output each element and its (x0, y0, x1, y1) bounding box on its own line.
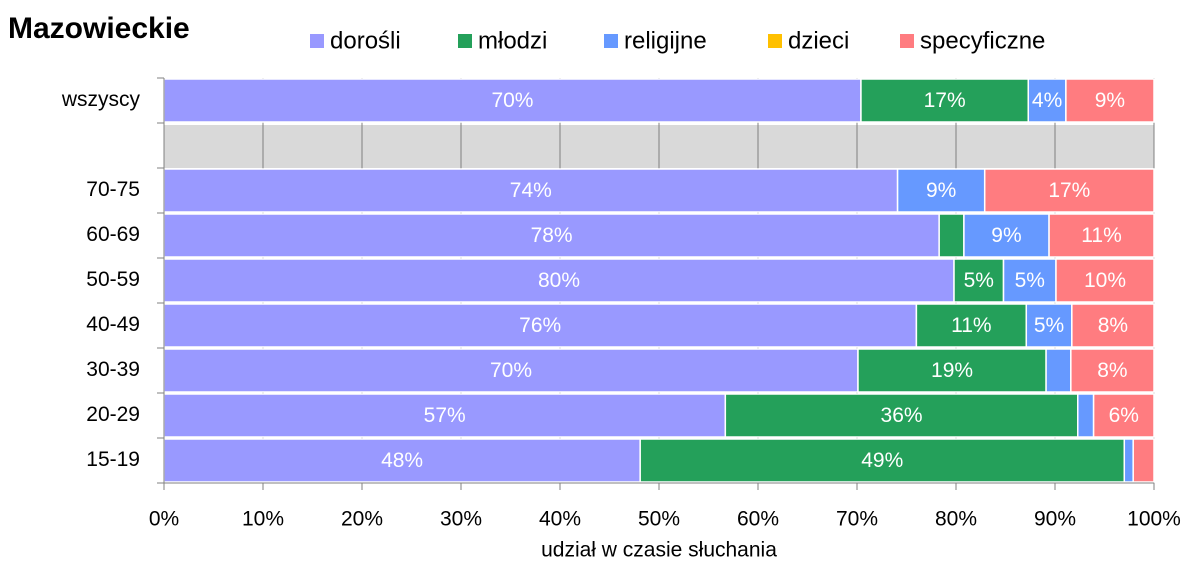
bar-segment (983, 168, 1155, 213)
x-tick-label: 20% (341, 508, 383, 531)
bar-segment (1070, 348, 1155, 393)
y-tick-label: 50-59 (86, 268, 140, 291)
bar-segment (1077, 393, 1095, 438)
data-label: 57% (424, 404, 466, 427)
data-label: 4% (1032, 89, 1062, 112)
bar-segment (163, 258, 955, 303)
y-tick-label: 40-49 (86, 313, 140, 336)
data-label: 9% (1095, 89, 1125, 112)
bar-segment (1132, 438, 1155, 483)
legend-label: młodzi (478, 27, 547, 54)
legend-swatch (900, 34, 914, 48)
bar-segment (724, 393, 1079, 438)
data-label: 9% (991, 224, 1021, 247)
data-label: 76% (519, 314, 561, 337)
y-tick-label: wszyscy (61, 88, 141, 111)
y-tick-label: 30-39 (86, 358, 140, 381)
x-tick-label: 40% (539, 508, 581, 531)
x-tick-label: 70% (836, 508, 878, 531)
bar-segment (163, 78, 862, 123)
bar-segment (1092, 393, 1155, 438)
data-label: 17% (1048, 179, 1090, 202)
y-tick-label: 20-29 (86, 403, 140, 426)
legend-swatch (310, 34, 324, 48)
x-tick-label: 100% (1127, 508, 1181, 531)
data-label: 74% (510, 179, 552, 202)
legend-label: dorośli (330, 27, 401, 54)
x-tick-label: 80% (935, 508, 977, 531)
data-label: 70% (490, 359, 532, 382)
bar-segment (1123, 438, 1134, 483)
data-label: 19% (931, 359, 973, 382)
bar-segment (1025, 303, 1073, 348)
bar-segment (1065, 78, 1155, 123)
legend-swatch (458, 34, 472, 48)
legend-swatch (604, 34, 618, 48)
data-label: 49% (861, 449, 903, 472)
bar-segment (1002, 258, 1057, 303)
data-label: 8% (1098, 314, 1128, 337)
x-tick-label: 10% (242, 508, 284, 531)
data-label: 8% (1097, 359, 1127, 382)
data-label: 6% (1109, 404, 1139, 427)
data-label: 10% (1084, 269, 1126, 292)
bar-segment (163, 348, 859, 393)
x-tick-label: 30% (440, 508, 482, 531)
data-label: 36% (881, 404, 923, 427)
bar-segment (896, 168, 986, 213)
data-label: 5% (964, 269, 994, 292)
data-label: 70% (491, 89, 533, 112)
data-label: 17% (924, 89, 966, 112)
data-label: 9% (926, 179, 956, 202)
y-tick-label: 60-69 (86, 223, 140, 246)
bar-segment (1071, 303, 1155, 348)
x-tick-label: 90% (1034, 508, 1076, 531)
data-label: 78% (531, 224, 573, 247)
x-tick-label: 50% (638, 508, 680, 531)
x-tick-label: 60% (737, 508, 779, 531)
bar-segment (938, 213, 965, 258)
legend-label: specyficzne (920, 27, 1045, 54)
chart-title: Mazowieckie (8, 12, 190, 45)
bar-segment (1055, 258, 1155, 303)
data-label: 80% (538, 269, 580, 292)
data-label: 5% (1015, 269, 1045, 292)
x-axis-label: udział w czasie słuchania (541, 539, 777, 562)
data-label: 5% (1034, 314, 1064, 337)
data-label: 11% (1081, 224, 1121, 247)
x-tick-label: 0% (149, 508, 179, 531)
bar-segment (1027, 78, 1067, 123)
legend-label: dzieci (788, 27, 849, 54)
legend-label: religijne (624, 27, 707, 54)
data-label: 48% (381, 449, 423, 472)
data-label: 11% (951, 314, 991, 337)
bar-segment (639, 438, 1126, 483)
bar-segment (1048, 213, 1155, 258)
bar-segment (163, 213, 940, 258)
bar-segment (953, 258, 1005, 303)
bar-segment (860, 78, 1030, 123)
bar-segment (1045, 348, 1072, 393)
y-tick-label: 70-75 (86, 178, 140, 201)
legend-swatch (768, 34, 782, 48)
y-tick-label: 15-19 (86, 448, 140, 471)
